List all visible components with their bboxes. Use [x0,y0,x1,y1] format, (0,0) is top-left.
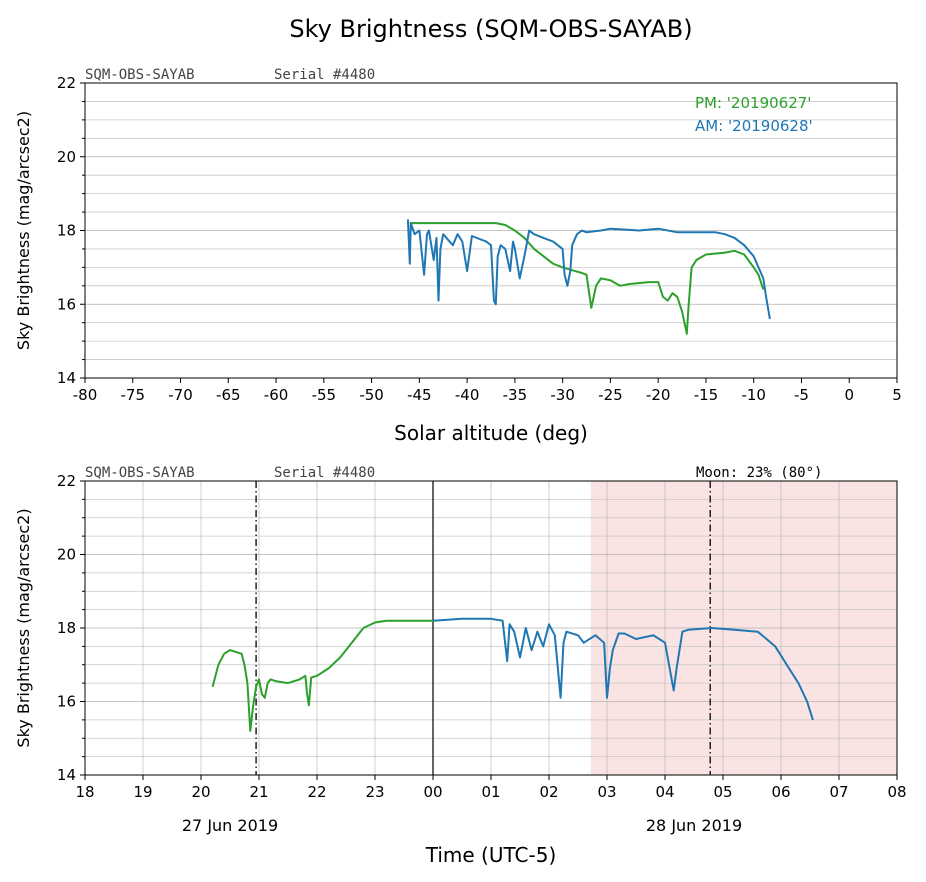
x-tick-label: 01 [481,783,500,801]
y-tick-label: 22 [57,74,76,92]
x-tick-label: 07 [829,783,848,801]
x-tick-label: 21 [249,783,268,801]
y-axis-label: Sky Brightness (mag/arcsec2) [14,111,33,350]
x-tick-label: 0 [844,386,854,404]
x-tick-label: 18 [75,783,94,801]
x-tick-label: -60 [264,386,289,404]
x-tick-label: -20 [646,386,671,404]
x-tick-label: 06 [771,783,790,801]
figure-title: Sky Brightness (SQM-OBS-SAYAB) [289,15,692,43]
y-tick-label: 20 [57,546,76,564]
x-tick-label: 5 [892,386,902,404]
serial-label: Serial #4480 [274,67,375,83]
series-line-am [406,219,771,320]
x-tick-label: 00 [423,783,442,801]
x-tick-label: -25 [598,386,623,404]
x-tick-label: -75 [121,386,146,404]
x-tick-label: 08 [887,783,906,801]
x-tick-label: -15 [694,386,719,404]
x-tick-label: -35 [503,386,528,404]
series-line-pm [211,619,433,732]
station-name-label: SQM-OBS-SAYAB [85,465,195,481]
moon-label: Moon: 23% (80°) [696,465,822,481]
x-tick-label: 05 [713,783,732,801]
x-tick-label: 22 [307,783,326,801]
y-tick-label: 16 [57,693,76,711]
x-tick-label: -10 [741,386,766,404]
series-line-pm [409,222,765,335]
y-tick-label: 16 [57,295,76,313]
x-tick-label: 04 [655,783,674,801]
x-tick-label: 19 [133,783,152,801]
x-tick-label: -5 [794,386,809,404]
x-tick-label: -30 [550,386,575,404]
x-tick-label: -55 [312,386,337,404]
y-tick-label: 20 [57,148,76,166]
y-tick-label: 18 [57,619,76,637]
y-axis-label: Sky Brightness (mag/arcsec2) [14,508,33,747]
x-tick-label: 20 [191,783,210,801]
x-tick-label: -50 [359,386,384,404]
x-tick-label: 23 [365,783,384,801]
altitude-panel: -80 -75 -70 -65 -60 -55 -50 -45 -40 -35 -30 -25 -20-… [14,67,902,445]
y-tick-label: 14 [57,766,76,784]
x-tick-label: 02 [539,783,558,801]
x-tick-label: -40 [455,386,480,404]
x-tick-label: 03 [597,783,616,801]
date-label: 27 Jun 2019 [182,816,278,835]
x-axis-label: Solar altitude (deg) [394,421,588,445]
x-tick-label: -70 [168,386,193,404]
x-tick-label: -45 [407,386,432,404]
y-tick-label: 22 [57,472,76,490]
legend-pm: PM: '20190627' [695,94,811,112]
serial-label: Serial #4480 [274,465,375,481]
y-tick-label: 14 [57,369,76,387]
x-axis-label: Time (UTC-5) [425,843,557,867]
legend-am: AM: '20190628' [695,117,813,135]
x-tick-label: -65 [216,386,241,404]
series-line-am [432,617,814,721]
x-tick-label: -80 [73,386,98,404]
y-tick-label: 18 [57,222,76,240]
time-panel: 18 19 20 21 22 23 00 01 02 03 04 05 06 07 08 14 16 18 20 22… [14,465,907,867]
date-label: 28 Jun 2019 [646,816,742,835]
station-name-label: SQM-OBS-SAYAB [85,67,195,83]
